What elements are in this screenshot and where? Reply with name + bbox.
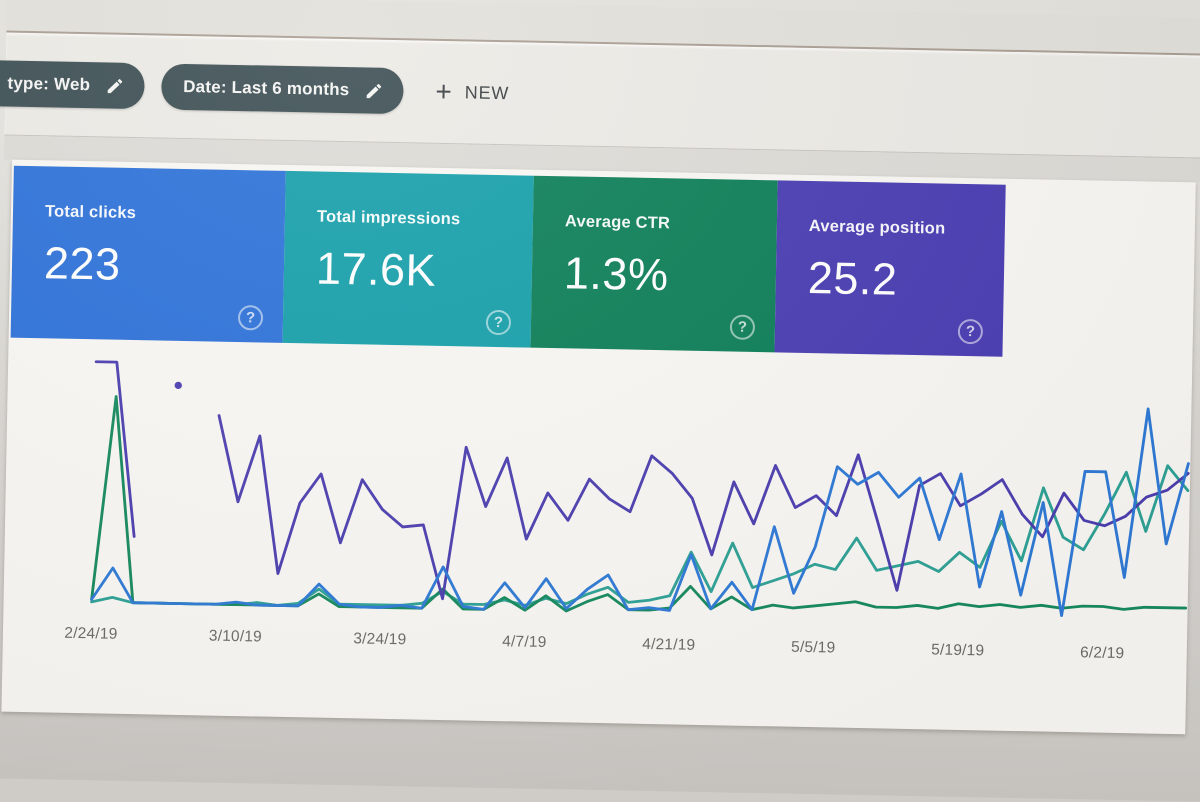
performance-line-chart[interactable]: [90, 355, 1190, 632]
metric-label: Average position: [808, 216, 946, 238]
metric-card-total-clicks[interactable]: Total clicks 223 ?: [10, 165, 286, 343]
x-axis-tick-label: 5/19/19: [930, 641, 985, 660]
metric-value: 17.6K: [315, 242, 437, 296]
edit-pencil-icon[interactable]: [105, 76, 124, 95]
metric-card-average-ctr[interactable]: Average CTR 1.3% ?: [530, 175, 778, 353]
filter-bar: type: Web Date: Last 6 months + NEW La: [0, 30, 1200, 159]
filter-chip-date-range[interactable]: Date: Last 6 months: [160, 63, 404, 115]
filter-chip-label: type: Web: [7, 73, 91, 95]
filter-chip-label: Date: Last 6 months: [182, 76, 350, 100]
metric-label: Total clicks: [44, 202, 137, 223]
x-axis-tick-label: 6/2/19: [1079, 644, 1125, 663]
help-icon[interactable]: ?: [237, 305, 264, 331]
new-filter-button[interactable]: + NEW: [435, 75, 510, 108]
x-axis-tick-label: 2/24/19: [64, 624, 118, 643]
metric-card-average-position[interactable]: Average position 25.2 ?: [774, 180, 1006, 357]
x-axis-tick-label: 5/5/19: [790, 638, 836, 657]
metric-value: 223: [43, 237, 122, 290]
browser-page: type: Web Date: Last 6 months + NEW La: [0, 0, 1200, 735]
x-axis-tick-label: 4/21/19: [642, 635, 696, 654]
metric-cards-row: Total clicks 223 ? Total impressions 17.…: [10, 165, 1196, 361]
metric-value: 25.2: [807, 251, 898, 305]
metric-label: Average CTR: [564, 212, 671, 233]
edit-pencil-icon[interactable]: [364, 81, 383, 100]
help-icon[interactable]: ?: [957, 318, 984, 345]
x-axis-tick-label: 4/7/19: [502, 633, 547, 652]
x-axis-tick-label: 3/10/19: [208, 627, 263, 646]
filter-chip-search-type[interactable]: type: Web: [0, 59, 145, 110]
help-icon[interactable]: ?: [485, 309, 512, 336]
metric-card-total-impressions[interactable]: Total impressions 17.6K ?: [282, 170, 534, 348]
new-filter-label: NEW: [464, 81, 510, 103]
chart-canvas: [90, 360, 1190, 618]
help-icon[interactable]: ?: [729, 314, 756, 340]
x-axis-tick-label: 3/24/19: [353, 630, 407, 649]
metric-value: 1.3%: [563, 247, 670, 301]
performance-panel: Total clicks 223 ? Total impressions 17.…: [1, 159, 1196, 735]
chart-x-axis: 2/24/19 3/10/19 3/24/19 4/7/19 4/21/19 5/5/19…: [64, 625, 1185, 686]
plus-icon: +: [435, 75, 453, 108]
metric-label: Total impressions: [316, 207, 461, 229]
